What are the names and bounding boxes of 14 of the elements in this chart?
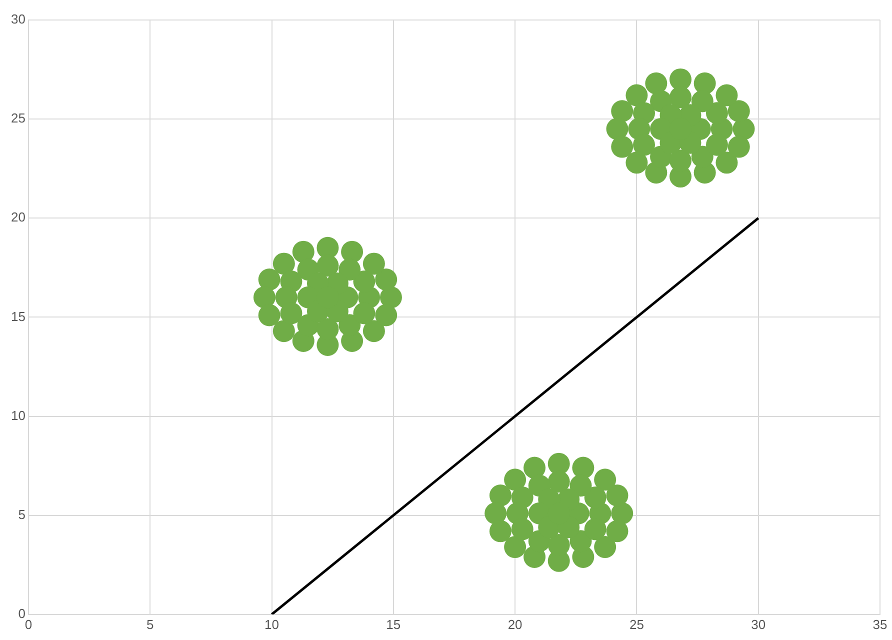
x-tick-label: 20	[508, 616, 522, 632]
x-tick-label: 35	[872, 616, 888, 632]
y-tick-label: 5	[18, 506, 26, 522]
y-tick-label: 0	[18, 606, 26, 621]
y-tick-label: 20	[10, 210, 26, 225]
y-tick-label: 15	[10, 308, 26, 324]
x-tick-label: 30	[751, 616, 766, 632]
x-tick-label: 15	[386, 616, 401, 632]
x-tick-label: 5	[146, 616, 154, 632]
y-tick-label: 10	[10, 408, 26, 423]
y-tick-label: 30	[10, 12, 26, 27]
y-tick-label: 25	[10, 110, 26, 126]
x-tick-label: 10	[264, 616, 279, 632]
x-tick-label: 25	[629, 616, 644, 632]
